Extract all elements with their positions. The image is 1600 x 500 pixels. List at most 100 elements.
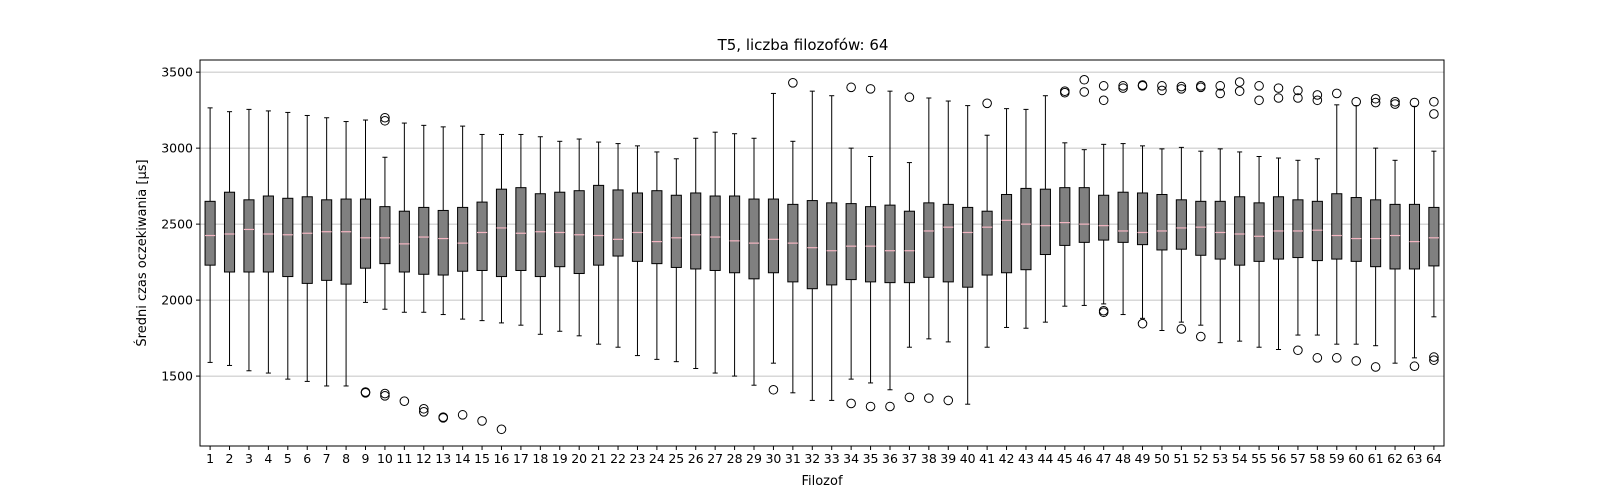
x-tick-label: 25 — [668, 451, 684, 466]
box-10 — [379, 112, 391, 401]
x-tick-label: 39 — [940, 451, 956, 466]
x-tick-label: 64 — [1426, 451, 1442, 466]
x-tick-label: 7 — [323, 451, 331, 466]
box-iqr — [1428, 206, 1440, 267]
box-28 — [729, 133, 741, 377]
box-iqr — [573, 190, 585, 275]
y-axis-label: Średni czas oczekiwania [µs] — [134, 159, 150, 346]
x-tick-label: 44 — [1037, 451, 1053, 466]
box-iqr — [1000, 193, 1013, 274]
x-tick-label: 1 — [206, 451, 214, 466]
outlier-point — [1390, 96, 1400, 107]
outlier-point — [1370, 93, 1381, 104]
box-iqr — [554, 191, 566, 268]
outlier-point — [982, 98, 992, 109]
x-tick-label: 57 — [1290, 451, 1306, 466]
outlier-point — [1429, 96, 1439, 107]
box-49 — [1136, 80, 1149, 329]
box-iqr — [593, 184, 605, 266]
outlier-point — [1118, 83, 1128, 93]
outlier-point — [904, 392, 915, 403]
x-tick-label: 31 — [785, 451, 801, 466]
box-8 — [340, 121, 352, 387]
box-iqr — [1214, 200, 1226, 260]
box-15 — [476, 133, 488, 426]
box-18 — [534, 136, 546, 335]
box-iqr — [282, 197, 294, 278]
outlier-point — [1254, 81, 1264, 91]
box-23 — [631, 145, 644, 357]
box-43 — [1020, 108, 1032, 329]
x-tick-label: 8 — [342, 451, 350, 466]
box-iqr — [806, 200, 818, 290]
x-tick-label: 21 — [591, 451, 607, 466]
box-iqr — [1039, 188, 1051, 256]
box-47 — [1098, 81, 1110, 318]
outlier-point — [1409, 361, 1420, 372]
box-45 — [1059, 86, 1071, 307]
outlier-point — [1370, 97, 1381, 108]
x-tick-label: 13 — [435, 451, 451, 466]
box-iqr — [729, 195, 741, 274]
outlier-point — [1176, 84, 1187, 94]
box-iqr — [1234, 196, 1246, 266]
box-24 — [651, 151, 663, 360]
box-19 — [554, 140, 566, 332]
box-52 — [1195, 81, 1207, 342]
x-tick-label: 16 — [494, 451, 510, 466]
box-iqr — [1408, 203, 1421, 270]
x-tick-label: 45 — [1057, 451, 1073, 466]
outlier-point — [399, 396, 410, 406]
outlier-point — [1157, 85, 1167, 96]
box-iqr — [981, 210, 993, 276]
outlier-point — [1137, 81, 1148, 91]
outlier-point — [1060, 87, 1070, 98]
x-tick-label: 56 — [1271, 451, 1287, 466]
box-iqr — [340, 198, 352, 285]
outlier-point — [1331, 353, 1342, 363]
outlier-point — [1234, 86, 1245, 96]
outlier-point — [380, 115, 390, 126]
x-tick-label: 12 — [416, 451, 432, 466]
outlier-point — [1176, 324, 1187, 334]
x-tick-label: 28 — [727, 451, 743, 466]
box-13 — [437, 126, 449, 423]
outlier-point — [885, 401, 895, 412]
x-tick-label: 35 — [863, 451, 879, 466]
x-tick-label: 33 — [824, 451, 840, 466]
box-iqr — [379, 206, 391, 265]
outlier-point — [380, 388, 390, 399]
box-iqr — [1020, 187, 1032, 271]
x-tick-label: 24 — [649, 451, 665, 466]
x-tick-label: 6 — [303, 451, 311, 466]
x-tick-label: 10 — [377, 451, 393, 466]
x-tick-label: 37 — [901, 451, 917, 466]
outlier-point — [496, 424, 507, 435]
box-iqr — [476, 201, 488, 271]
box-4 — [262, 110, 274, 374]
box-iqr — [1098, 194, 1110, 241]
box-iqr — [631, 192, 644, 262]
outlier-point — [380, 391, 390, 401]
box-35 — [865, 84, 877, 412]
x-tick-label: 61 — [1368, 451, 1384, 466]
outlier-point — [904, 92, 915, 103]
x-tick-label: 22 — [610, 451, 626, 466]
outlier-point — [1312, 353, 1323, 363]
box-iqr — [1175, 199, 1187, 250]
x-tick-label: 34 — [843, 451, 859, 466]
x-tick-label: 60 — [1348, 451, 1364, 466]
x-tick-label: 54 — [1232, 451, 1248, 466]
box-iqr — [767, 198, 779, 274]
box-iqr — [845, 203, 857, 281]
outlier-point — [457, 410, 468, 420]
box-40 — [962, 105, 974, 405]
y-axis: 1500 2000 2500 3000 3500 — [161, 65, 200, 384]
y-tick-label: 2500 — [161, 217, 193, 232]
box-iqr — [1253, 202, 1265, 262]
outlier-point — [1118, 81, 1128, 91]
box-31 — [787, 77, 799, 394]
outlier-point — [1176, 81, 1187, 92]
y-tick-label: 3500 — [161, 65, 193, 80]
